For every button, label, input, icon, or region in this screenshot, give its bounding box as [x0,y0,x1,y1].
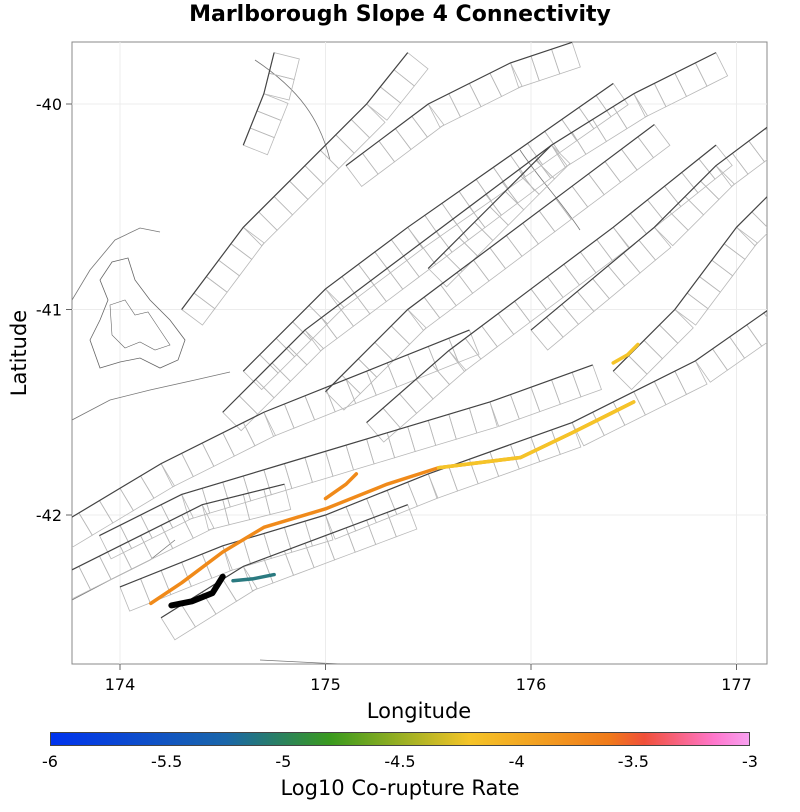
x-tick-label: 177 [721,675,752,694]
colorbar-tick-label: -3.5 [617,752,649,771]
rupture-source-fault [168,573,226,609]
y-tick-label: -41 [36,301,62,320]
fault-trace [72,483,285,571]
fault-patch [763,310,767,319]
x-tick-label: 174 [105,675,136,694]
fault-patch [783,166,800,200]
fault-trace [427,52,717,269]
colorbar-tick-label: -4.5 [384,752,416,771]
fault-trace [160,504,408,619]
colorbar-tick-label: -5.5 [151,752,183,771]
y-tick-label: -42 [36,506,62,525]
fault-trace [325,124,655,393]
map-title: Marlborough Slope 4 Connectivity [189,2,611,27]
fault-trace [181,52,409,310]
fault-traces [72,42,767,619]
fault-trace [530,126,767,331]
y-axis-ticks: -40 -41 -42 [36,95,72,525]
fault-trace [222,144,552,413]
fault-trace [242,82,614,372]
rupture-corupture-north-tip [611,342,640,365]
fault-trace [366,144,717,423]
rupture-corupture-south-segment [231,572,276,583]
coastline [72,59,581,664]
fault-trace [99,364,593,537]
fault-patch [764,126,767,132]
rupture-corupture-upper-segment [436,400,636,470]
y-tick-label: -40 [36,95,62,114]
colorbar-tick-label: -3 [742,752,758,771]
rupture-traces [149,342,640,609]
fault-trace [119,310,767,588]
x-tick-label: 175 [310,675,341,694]
x-axis-label: Longitude [367,699,471,723]
fault-patch [782,104,800,137]
colorbar-tick-label: -5 [275,752,292,771]
fault-patch [766,196,767,197]
fault-patch [781,289,800,322]
fault-trace [612,195,767,372]
fault-trace [242,52,275,146]
colorbar-tick-label: -4 [508,752,525,771]
fault-trace [72,329,470,518]
colorbar-label: Log10 Co-rupture Rate [280,776,520,800]
colorbar [50,732,750,746]
fault-trace [345,42,573,167]
rupture-corupture-branch [323,472,359,501]
x-tick-label: 176 [516,675,547,694]
colorbar-tick-label: -6 [42,752,58,771]
x-axis-ticks: 174175176177178 [105,664,752,694]
y-axis-label: Latitude [7,310,31,396]
